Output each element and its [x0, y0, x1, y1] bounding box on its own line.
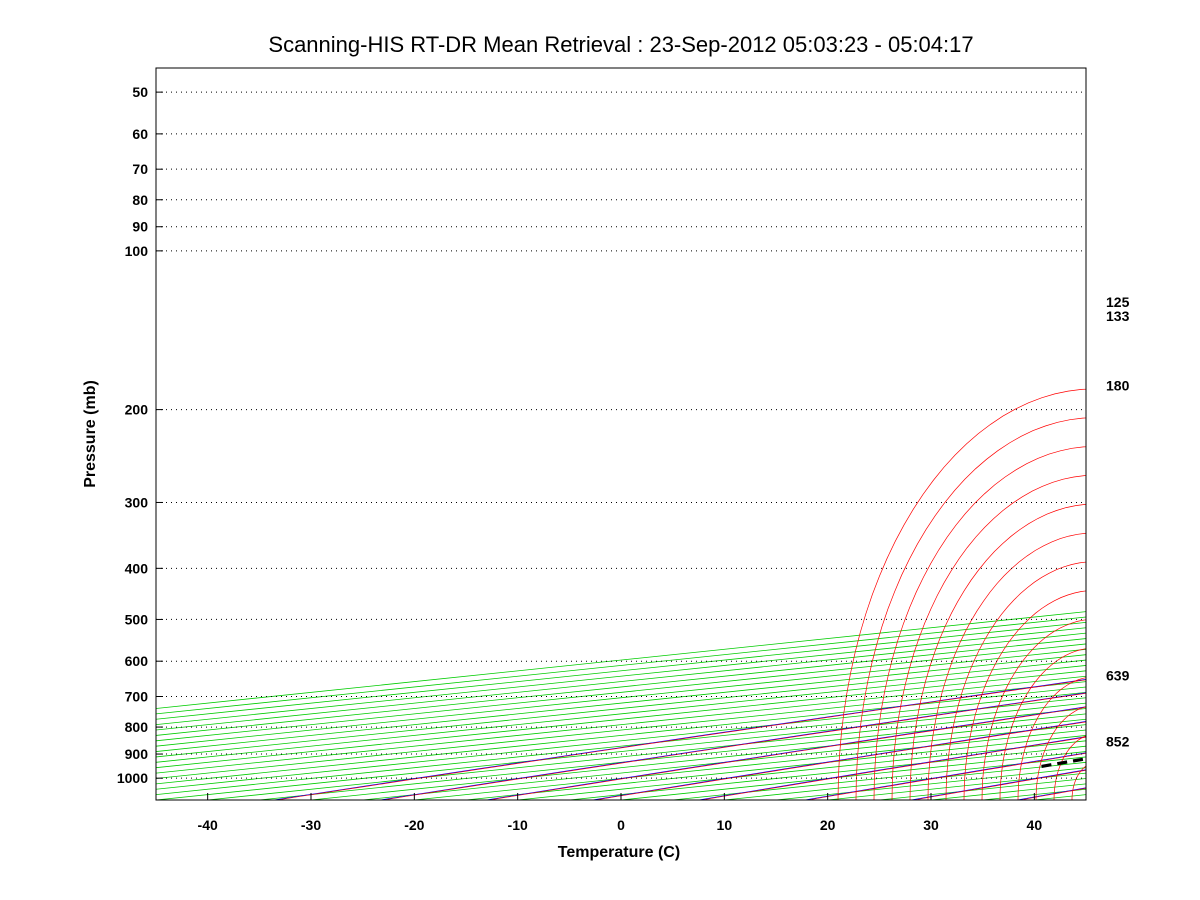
moist-adiabat-line [1071, 765, 1086, 800]
x-tick-label: -30 [301, 817, 321, 833]
x-tick-label: 40 [1027, 817, 1043, 833]
y-tick-label: 70 [132, 161, 148, 177]
isotherm-line [156, 675, 1086, 774]
background-lines [156, 388, 1086, 800]
moist-adiabat-line [999, 648, 1086, 800]
y-tick-label: 300 [125, 494, 149, 510]
isotherm-line [156, 638, 1086, 736]
y-tick-label: 900 [125, 746, 149, 762]
y-tick-label: 400 [125, 560, 149, 576]
moist-adiabat-line [1017, 677, 1086, 800]
isotherm-line [156, 665, 1086, 763]
isotherm-line [156, 632, 1086, 731]
x-tick-label: -40 [198, 817, 218, 833]
isotherm-line [156, 621, 1086, 720]
x-tick-label: -10 [508, 817, 528, 833]
y-tick-label: 800 [125, 719, 149, 735]
y-tick-label: 600 [125, 653, 149, 669]
moist-adiabat-line [873, 446, 1086, 800]
y-tick-label: 50 [132, 84, 148, 100]
moist-adiabat-line [963, 590, 1086, 800]
y-tick-label: 500 [125, 611, 149, 627]
level-annotation: 639 [1106, 668, 1130, 684]
y-tick-label: 1000 [117, 770, 148, 786]
isotherm-line [156, 659, 1086, 758]
x-tick-label: 10 [717, 817, 733, 833]
y-tick-label: 100 [125, 243, 149, 259]
level-annotation: 133 [1106, 308, 1130, 324]
moist-adiabat-line [1053, 735, 1086, 800]
moist-adiabat-line [945, 561, 1086, 800]
x-tick-label: 30 [923, 817, 939, 833]
x-axis-label: Temperature (C) [558, 844, 680, 861]
chart-title: Scanning-HIS RT-DR Mean Retrieval : 23-S… [268, 32, 973, 57]
x-tick-label: 20 [820, 817, 836, 833]
isotherm-line [156, 670, 1086, 769]
moist-adiabat-line [1035, 706, 1086, 800]
y-tick-label: 200 [125, 402, 149, 418]
level-annotation: 125 [1106, 294, 1130, 310]
y-axis-ticks: 50 60 70 80 90 100 200 300 400 500 600 700 800 900 100… [117, 84, 163, 786]
isotherm-line [156, 654, 1086, 752]
plot-frame [155, 67, 1087, 801]
y-tick-label: 80 [132, 192, 148, 208]
moist-adiabat-line [891, 475, 1086, 800]
isotherm-line [156, 643, 1086, 742]
moist-adiabat-line [837, 388, 1086, 800]
y-tick-label: 60 [132, 126, 148, 142]
y-tick-label: 90 [132, 219, 148, 235]
plot-area [156, 68, 1086, 800]
x-axis-ticks: -40 -30 -20 -10 0 10 20 30 40 [198, 793, 1043, 833]
isotherm-line [156, 627, 1086, 726]
y-axis-label: Pressure (mb) [82, 380, 99, 488]
level-annotation: 852 [1106, 733, 1130, 749]
level-annotation: 180 [1106, 377, 1130, 393]
isotherm-line [156, 648, 1086, 747]
x-tick-label: -20 [404, 817, 424, 833]
isotherm-line [156, 616, 1086, 715]
moist-adiabat-line [981, 619, 1086, 800]
pressure-gridlines [156, 91, 1086, 779]
moist-adiabat-line [927, 532, 1086, 800]
moist-adiabat-line [909, 504, 1086, 800]
isotherm-line [156, 611, 1086, 709]
y-tick-label: 700 [125, 688, 149, 704]
moist-adiabat-line [855, 417, 1086, 800]
x-tick-label: 0 [617, 817, 625, 833]
